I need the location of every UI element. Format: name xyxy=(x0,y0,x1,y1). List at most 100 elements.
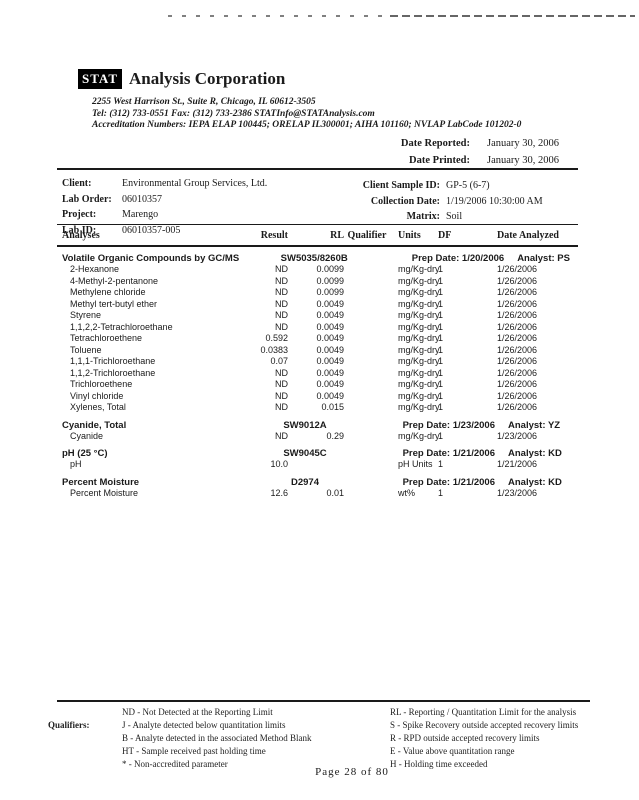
analyte-name: 2-Hexanone xyxy=(70,264,120,274)
analyte-row: Toluene 0.0383 0.0049 mg/Kg-dry 1 1/26/2006 xyxy=(62,345,578,357)
analyte-name: Vinyl chloride xyxy=(70,390,124,401)
result-value: ND xyxy=(275,287,288,297)
result-value: 0.592 xyxy=(265,333,288,343)
sample-id-label: Client Sample ID: xyxy=(362,180,440,191)
analyte-name: 1,1,2,2-Tetrachloroethane xyxy=(70,321,173,332)
df-value: 1 xyxy=(438,356,444,366)
qualifier-item: S - Spike Recovery outside accepted reco… xyxy=(390,720,579,730)
date-analyzed-value: 1/26/2006 xyxy=(497,287,538,297)
sample-id-row: Client Sample ID: GP-5 (6-7) xyxy=(340,178,543,194)
method-code: SW9045C xyxy=(283,448,327,459)
df-value: 1 xyxy=(438,275,444,286)
units-value: mg/Kg-dry xyxy=(398,390,440,401)
scan-artifact-line xyxy=(390,15,635,17)
qualifier-item: B - Analyte detected in the associated M… xyxy=(122,733,312,743)
lab-id-label: Lab ID: xyxy=(62,224,97,236)
company-address-block: 2255 West Harrison St., Suite R, Chicago… xyxy=(92,97,521,132)
qualifier-value xyxy=(344,391,390,403)
analyte-name: Styrene xyxy=(70,310,102,320)
lab-id-row: Lab ID: 06010357-005 xyxy=(62,223,267,239)
page-number: Page 28 of 80 xyxy=(315,766,389,778)
date-analyzed-value: 1/26/2006 xyxy=(497,356,538,366)
section-header-row: pH (25 °C) SW9045C Prep Date: 1/21/2006 Ana… xyxy=(62,448,578,459)
col-header-units: Units xyxy=(398,230,421,241)
result-value: ND xyxy=(275,321,288,332)
analyte-row: Methyl tert-butyl ether ND 0.0049 mg/Kg-dry… xyxy=(62,299,578,311)
client-row: Client: Environmental Group Services, Lt… xyxy=(62,176,267,192)
section-name: pH (25 °C) xyxy=(62,448,108,459)
rl-value: 0.0099 xyxy=(316,287,344,297)
date-analyzed-value: 1/26/2006 xyxy=(497,298,538,309)
analyte-name: Trichloroethene xyxy=(70,379,133,389)
analyte-name: Tetrachloroethene xyxy=(70,333,143,343)
client-label: Client: xyxy=(62,178,92,189)
collection-date-value: 1/19/2006 10:30:00 AM xyxy=(446,195,543,207)
df-value: 1 xyxy=(438,402,444,412)
rl-value: 0.0049 xyxy=(316,333,344,343)
col-header-df: DF xyxy=(438,230,452,241)
qualifier-item: ND - Not Detected at the Reporting Limit xyxy=(122,707,273,717)
analyte-name: Methylene chloride xyxy=(70,287,146,297)
analyte-row: 1,1,1-Trichloroethane 0.07 0.0049 mg/Kg-dry… xyxy=(62,356,578,368)
df-value: 1 xyxy=(438,287,444,297)
analyte-row: Tetrachloroethene 0.592 0.0049 mg/Kg-dry 1 1/… xyxy=(62,333,578,345)
analyst: Analyst: PS xyxy=(517,253,570,264)
date-analyzed-value: 1/23/2006 xyxy=(497,487,538,498)
analyte-name: Methyl tert-butyl ether xyxy=(70,298,158,309)
project-row: Project: Marengo xyxy=(62,207,267,223)
units-value: mg/Kg-dry xyxy=(398,298,440,309)
prep-date: Prep Date: 1/21/2006 xyxy=(402,448,495,459)
units-value: mg/Kg-dry xyxy=(398,367,440,378)
qualifiers-right-list: RL - Reporting / Quantitation Limit for … xyxy=(390,706,638,771)
df-value: 1 xyxy=(438,264,444,274)
qualifier-value xyxy=(344,287,390,299)
col-header-result: Result xyxy=(260,230,288,241)
prep-date: Prep Date: 1/20/2006 xyxy=(411,253,505,264)
df-value: 1 xyxy=(438,310,444,320)
units-value: mg/Kg-dry xyxy=(398,344,440,355)
date-analyzed-value: 1/26/2006 xyxy=(497,402,538,412)
method-code: SW5035/8260B xyxy=(280,253,348,264)
section-header-row: Volatile Organic Compounds by GC/MS SW503… xyxy=(62,253,578,264)
analyte-name: 1,1,2-Trichloroethane xyxy=(70,367,156,378)
report-dates: Date Reported: January 30, 2006 Date Pri… xyxy=(350,136,559,169)
analyte-row: Vinyl chloride ND 0.0049 mg/Kg-dry 1 1/26/200… xyxy=(62,391,578,403)
rl-value: 0.0049 xyxy=(316,298,344,309)
col-header-date-analyzed: Date Analyzed xyxy=(497,230,559,241)
analyte-row: Cyanide ND 0.29 mg/Kg-dry 1 1/23/2006 xyxy=(62,431,578,443)
units-value: mg/Kg-dry xyxy=(398,402,440,412)
units-value: mg/Kg-dry xyxy=(398,379,440,389)
date-reported-label: Date Reported: xyxy=(400,138,470,149)
df-value: 1 xyxy=(438,487,444,498)
section-name: Percent Moisture xyxy=(62,476,140,488)
company-name: Analysis Corporation xyxy=(129,69,286,88)
result-value: ND xyxy=(275,310,288,320)
units-value: mg/Kg-dry xyxy=(398,430,440,441)
col-header-analyses: Analyses xyxy=(62,230,100,241)
scan-artifact-line xyxy=(168,15,388,17)
rl-value: 0.0049 xyxy=(316,379,344,389)
lab-order-label: Lab Order: xyxy=(62,193,112,205)
rl-value: 0.0049 xyxy=(316,367,344,378)
result-value: 0.0383 xyxy=(260,344,288,355)
analyte-name: 4-Methyl-2-pentanone xyxy=(70,275,159,286)
result-value: ND xyxy=(275,379,288,389)
date-analyzed-value: 1/21/2006 xyxy=(497,459,538,469)
qualifier-value xyxy=(344,333,390,345)
analyte-name: pH xyxy=(70,459,82,469)
analyte-row: Styrene ND 0.0049 mg/Kg-dry 1 1/26/2006 xyxy=(62,310,578,322)
method-code: D2974 xyxy=(291,476,319,488)
analyte-name: Percent Moisture xyxy=(70,487,139,498)
units-value: mg/Kg-dry xyxy=(398,275,440,286)
matrix-label: Matrix: xyxy=(406,211,440,222)
qualifier-value xyxy=(344,299,390,311)
rl-value: 0.0049 xyxy=(316,390,344,401)
collection-date-row: Collection Date: 1/19/2006 10:30:00 AM xyxy=(340,194,543,210)
rl-value: 0.29 xyxy=(326,430,344,441)
result-value: 10.0 xyxy=(270,459,288,469)
result-value: 12.6 xyxy=(270,487,288,498)
analysis-section: Cyanide, Total SW9012A Prep Date: 1/23/200… xyxy=(62,420,578,443)
qualifier-item: * - Non-accredited parameter xyxy=(122,759,228,769)
date-analyzed-value: 1/26/2006 xyxy=(497,310,538,320)
section-name: Volatile Organic Compounds by GC/MS xyxy=(62,253,240,264)
